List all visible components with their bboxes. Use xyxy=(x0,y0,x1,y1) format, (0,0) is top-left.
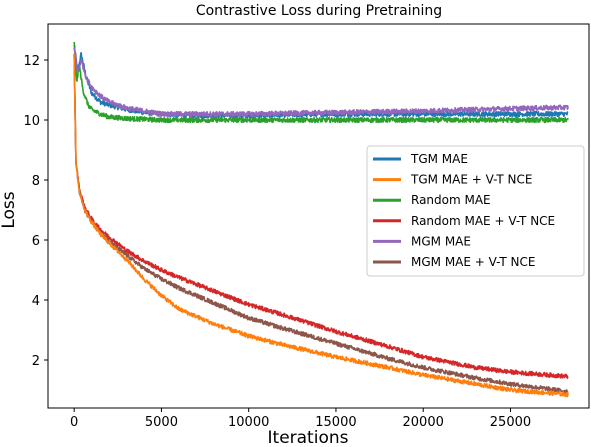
legend-label: TGM MAE xyxy=(410,152,468,166)
legend-label: MGM MAE xyxy=(411,234,471,248)
axes-frame xyxy=(47,23,590,409)
series-line-mgm-mae-v-t-nce xyxy=(73,53,569,394)
x-tick-label: 15000 xyxy=(315,415,356,430)
y-axis-label: Loss xyxy=(0,191,19,228)
legend-label: MGM MAE + V-T NCE xyxy=(411,255,535,269)
y-tick-label: 8 xyxy=(32,174,40,189)
y-tick-label: 2 xyxy=(32,354,40,369)
y-tick-label: 10 xyxy=(23,114,40,129)
legend-label: Random MAE + V-T NCE xyxy=(411,214,555,228)
series-line-mgm-mae xyxy=(73,47,569,118)
x-tick-label: 25000 xyxy=(490,415,531,430)
x-axis-ticks: 0 5000 10000 15000 20000 25000 xyxy=(70,408,531,430)
legend-label: Random MAE xyxy=(411,193,491,207)
x-tick-label: 20000 xyxy=(403,415,444,430)
legend-label: TGM MAE + V-T NCE xyxy=(410,173,532,187)
y-tick-label: 4 xyxy=(32,294,40,309)
series-line-random-mae-v-t-nce xyxy=(73,53,569,380)
x-tick-label: 0 xyxy=(70,415,78,430)
chart-title: Contrastive Loss during Pretraining xyxy=(196,3,442,19)
series-line-tgm-mae-v-t-nce xyxy=(73,53,569,398)
y-axis-ticks: 2 4 6 8 10 12 xyxy=(23,54,48,369)
series-line-random-mae xyxy=(73,41,569,124)
x-tick-label: 10000 xyxy=(228,415,269,430)
x-axis-label: Iterations xyxy=(268,428,349,447)
y-tick-label: 6 xyxy=(32,234,40,249)
y-tick-label: 12 xyxy=(23,54,40,69)
legend: TGM MAE TGM MAE + V-T NCE Random MAE Random… xyxy=(366,145,585,277)
legend-box xyxy=(366,145,585,277)
x-tick-label: 5000 xyxy=(145,415,178,430)
plot-lines xyxy=(73,41,569,398)
